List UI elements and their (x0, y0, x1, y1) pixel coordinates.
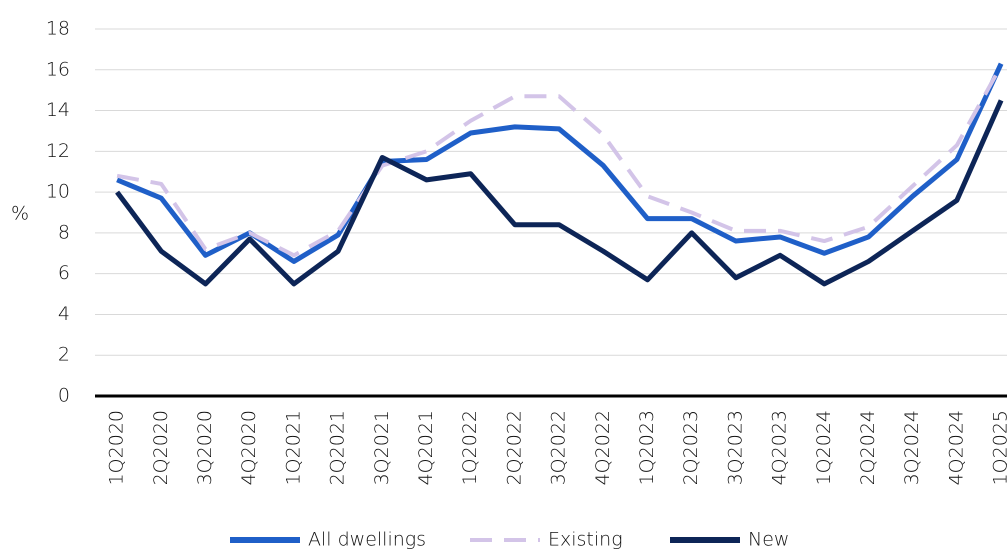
y-tick-label: 0 (58, 385, 70, 407)
x-tick-label: 2Q2021 (327, 410, 349, 485)
y-tick-label: 4 (58, 303, 70, 325)
y-tick-label: 16 (46, 58, 70, 80)
y-tick-label: 18 (46, 18, 70, 40)
x-tick-label: 4Q2023 (769, 410, 791, 485)
x-tick-label: 4Q2021 (415, 410, 437, 485)
x-tick-label: 4Q2024 (945, 410, 967, 485)
x-tick-label: 2Q2023 (680, 410, 702, 485)
y-tick-label: 6 (58, 262, 70, 284)
x-tick-label: 1Q2024 (813, 410, 835, 485)
x-tick-label: 1Q2025 (990, 410, 1007, 485)
line-series (115, 99, 1004, 287)
x-tick-label: 1Q2021 (282, 410, 304, 485)
legend-label: Existing (548, 529, 623, 551)
x-tick-label: 2Q2024 (857, 410, 879, 485)
x-tick-label: 1Q2022 (459, 410, 481, 485)
y-axis-label: % (11, 203, 29, 225)
y-tick-label: 2 (58, 344, 70, 366)
line-series (116, 64, 1003, 258)
y-tick-label: 12 (46, 140, 70, 162)
x-tick-label: 3Q2023 (724, 410, 746, 485)
y-tick-label: 8 (58, 221, 70, 243)
x-tick-label: 1Q2023 (636, 410, 658, 485)
x-tick-label: 3Q2020 (194, 410, 216, 485)
x-tick-label: 1Q2020 (106, 410, 128, 485)
x-tick-label: 3Q2024 (901, 410, 923, 485)
x-tick-label: 4Q2020 (238, 410, 260, 485)
x-tick-label: 2Q2022 (503, 410, 525, 485)
x-tick-label: 3Q2022 (548, 410, 570, 485)
legend-label: New (748, 529, 789, 551)
legend-label: All dwellings (308, 529, 426, 551)
x-tick-label: 3Q2021 (371, 410, 393, 485)
y-tick-label: 10 (46, 181, 70, 203)
y-tick-label: 14 (46, 99, 70, 121)
x-tick-label: 2Q2020 (150, 410, 172, 485)
x-tick-label: 4Q2022 (592, 410, 614, 485)
